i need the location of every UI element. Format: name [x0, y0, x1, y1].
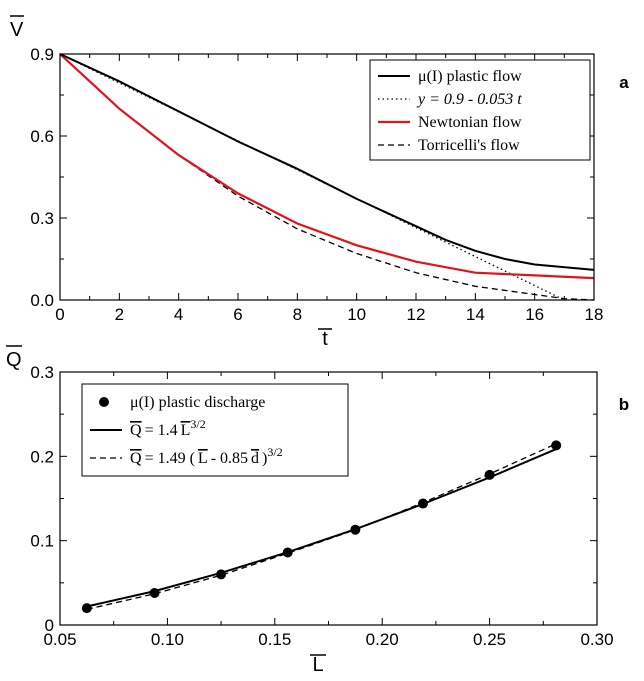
- panel-a-curves: [59, 53, 595, 301]
- panel-a-series-2: [59, 53, 595, 280]
- panel-b-legend-entry: μ(I) plastic discharge: [130, 394, 265, 411]
- panel-a-ticks: 0 2 4 6 8 10 12 14 16 18 0.0 0.3 0.6 0.9: [30, 45, 603, 324]
- panel-a-ytick-label: 0.9: [30, 45, 54, 64]
- panel-a-xtick-label: 14: [466, 305, 485, 324]
- panel-b-series-1: [86, 448, 557, 608]
- panel-a-label: a: [619, 73, 629, 92]
- panel-b-point: [484, 469, 495, 480]
- panel-a-xtick-label: 0: [55, 305, 64, 324]
- panel-a-legend-entry: μ(I) plastic flow: [418, 68, 522, 85]
- panel-b-xlabel: L: [312, 654, 323, 676]
- panel-b-label: b: [619, 395, 629, 414]
- panel-b: Q L b 0.05 0.10 0.15 0.20 0.25 0.30 0 0.1 0.2 0.3…: [6, 345, 629, 676]
- panel-a-xtick-label: 10: [347, 305, 366, 324]
- panel-b-ytick-label: 0: [45, 616, 54, 635]
- panel-a-legend-entry: Torricelli's flow: [418, 137, 520, 154]
- panel-b-xtick-label: 0.15: [258, 630, 291, 649]
- panel-a-ytick-label: 0.3: [30, 209, 54, 228]
- panel-a-xtick-label: 4: [174, 305, 183, 324]
- panel-b-legend-entry: Q = 1.4 L3/2: [130, 417, 206, 439]
- panel-b-ytick-label: 0.2: [30, 447, 54, 466]
- panel-b-legend-marker: [99, 397, 109, 407]
- panel-b-ytick-label: 0.1: [30, 532, 54, 551]
- panel-b-legend: μ(I) plastic discharge Q = 1.4 L3/2 Q = 1.49 …: [81, 383, 349, 477]
- panel-a-legend-entry: Newtonian flow: [418, 114, 522, 131]
- panel-a-xtick-label: 12: [407, 305, 426, 324]
- panel-b-ytick-label: 0.3: [30, 363, 54, 382]
- panel-b-point: [418, 498, 429, 509]
- panel-a-xtick-label: 16: [525, 305, 544, 324]
- panel-b-point: [350, 524, 361, 535]
- panel-b-xtick-label: 0.20: [366, 630, 399, 649]
- panel-b-legend-box: [81, 383, 349, 477]
- panel-b-point: [81, 603, 92, 614]
- panel-a-xtick-label: 6: [233, 305, 242, 324]
- panel-a-xtick-label: 2: [115, 305, 124, 324]
- panel-b-curves: [81, 440, 562, 614]
- panel-a-ylabel: V: [10, 19, 24, 41]
- panel-b-xtick-label: 0.10: [151, 630, 184, 649]
- panel-b-ylabel: Q: [6, 349, 22, 371]
- panel-a-xlabel: t: [322, 328, 328, 350]
- panel-a: V t a 0 2 4 6 8 10 12 14 16 18 0.0 0.3 0.6 0.9 μ(I) p…: [10, 15, 629, 350]
- panel-b-point: [282, 547, 293, 558]
- panel-a-legend-entry: y = 0.9 - 0.053 t: [416, 91, 522, 108]
- panel-b-point: [216, 569, 227, 580]
- panel-a-ytick-label: 0.6: [30, 127, 54, 146]
- panel-b-xtick-label: 0.05: [43, 630, 76, 649]
- panel-b-legend-entry: Q = 1.49 (L - 0.85 d)3/2: [130, 445, 283, 467]
- panel-b-xtick-label: 0.30: [580, 630, 613, 649]
- panel-b-series-2: [86, 443, 557, 611]
- panel-a-legend: μ(I) plastic flow y = 0.9 - 0.053 t Newton…: [369, 59, 591, 161]
- panel-b-point: [551, 440, 562, 451]
- panel-b-xtick-label: 0.25: [473, 630, 506, 649]
- panel-a-ytick-label: 0.0: [30, 291, 54, 310]
- panel-b-point: [149, 587, 160, 598]
- panel-b-ticks: 0.05 0.10 0.15 0.20 0.25 0.30 0 0.1 0.2 0.3: [30, 363, 613, 649]
- panel-a-series-0: [59, 53, 595, 271]
- panel-a-xtick-label: 18: [585, 305, 604, 324]
- panel-a-xtick-label: 8: [293, 305, 302, 324]
